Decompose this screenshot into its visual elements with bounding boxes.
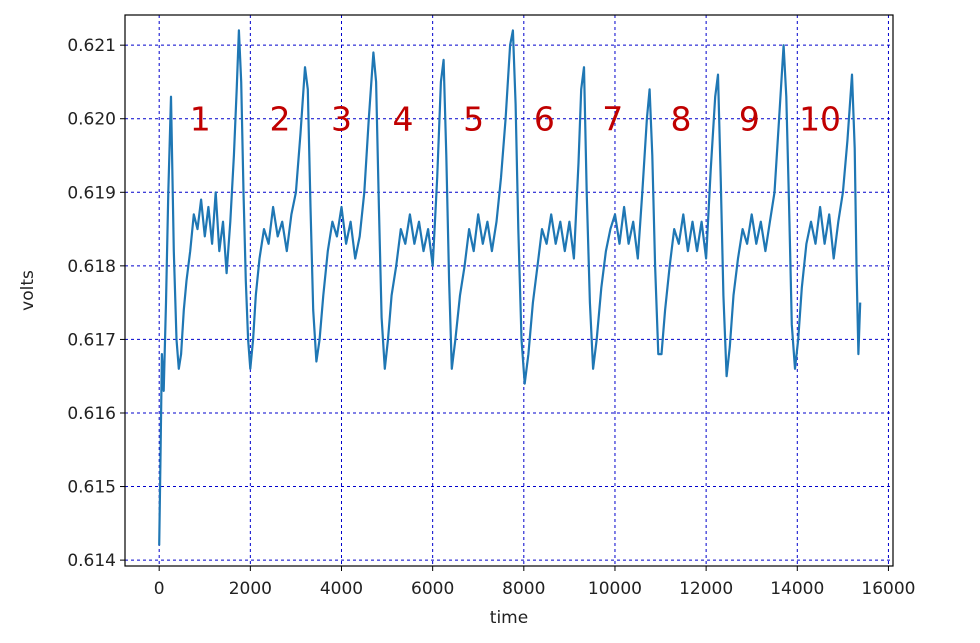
x-tick-label: 4000	[320, 579, 363, 599]
y-axis: 0.614 0.615 0.616 0.617 0.618 0.619 0.620 0.621	[67, 36, 125, 571]
series-layer	[158, 29, 862, 546]
cycle-label-3: 3	[331, 100, 352, 139]
cycle-label-6: 6	[534, 100, 555, 139]
x-tick-label: 0	[154, 579, 165, 599]
x-axis: 0 2000 4000 6000 8000 10000 12000 14000 16000	[154, 566, 915, 599]
cycle-label-10: 10	[799, 100, 841, 139]
y-tick-label: 0.615	[67, 478, 116, 498]
y-axis-label: volts	[18, 270, 38, 311]
y-tick-label: 0.614	[67, 551, 116, 571]
x-tick-label: 12000	[679, 579, 733, 599]
x-axis-label: time	[490, 608, 528, 628]
plot-frame	[124, 14, 894, 567]
cycle-label-8: 8	[671, 100, 692, 139]
cycle-label-2: 2	[269, 100, 290, 139]
annotation-layer: 1 2 3 4 5 6 7 8 9 10	[190, 100, 841, 139]
y-tick-label: 0.620	[67, 110, 116, 130]
cycle-label-7: 7	[602, 100, 623, 139]
y-tick-label: 0.621	[67, 36, 116, 56]
x-tick-label: 10000	[588, 579, 642, 599]
x-tick-label: 2000	[229, 579, 272, 599]
cycle-label-5: 5	[463, 100, 484, 139]
x-tick-label: 8000	[502, 579, 545, 599]
y-tick-label: 0.618	[67, 257, 116, 277]
y-tick-label: 0.617	[67, 330, 116, 350]
cycle-label-1: 1	[190, 100, 211, 139]
series-line-0	[158, 29, 862, 546]
y-tick-label: 0.616	[67, 404, 116, 424]
cycle-label-9: 9	[739, 100, 760, 139]
x-tick-label: 14000	[770, 579, 824, 599]
cycle-label-4: 4	[393, 100, 414, 139]
x-tick-label: 16000	[861, 579, 915, 599]
x-tick-label: 6000	[411, 579, 454, 599]
y-tick-label: 0.619	[67, 183, 116, 203]
